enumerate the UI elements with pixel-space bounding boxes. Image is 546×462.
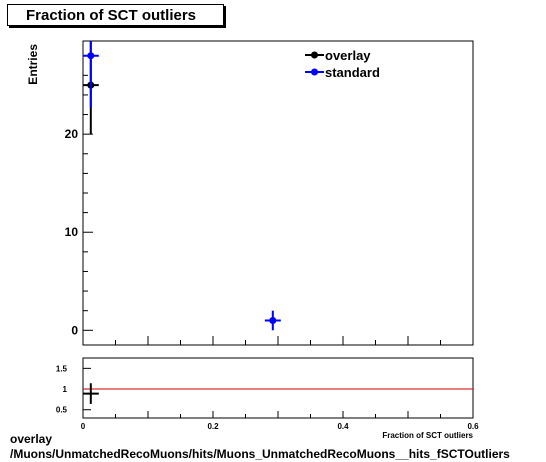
ratio-plot-frame	[82, 357, 474, 419]
x-axis-title: Fraction of SCT outliers	[382, 431, 473, 440]
legend-label-overlay: overlay	[325, 48, 371, 63]
standard-point	[269, 316, 277, 324]
ratio-y-tick-label: 1	[63, 385, 68, 394]
legend-marker-overlay	[311, 51, 318, 59]
chart-title: Fraction of SCT outliers	[26, 7, 197, 24]
footer-path: /Muons/UnmatchedRecoMuons/hits/Muons_Unm…	[10, 447, 510, 461]
ratio-y-tick-label: 0.5	[56, 406, 68, 415]
footer-label: overlay	[10, 432, 53, 446]
legend-label-standard: standard	[325, 65, 380, 80]
standard-point	[87, 52, 95, 60]
y-tick-label: 20	[65, 127, 79, 141]
ratio-x-tick-label: 0.2	[207, 422, 219, 431]
ratio-x-tick-label: 0	[81, 422, 86, 431]
y-tick-label: 10	[65, 225, 79, 239]
ratio-y-tick-label: 1.5	[56, 364, 68, 373]
legend-marker-standard	[311, 68, 318, 76]
ratio-x-tick-label: 0.6	[467, 422, 479, 431]
y-tick-label: 0	[71, 323, 78, 337]
chart-title-box: Fraction of SCT outliers	[7, 4, 224, 26]
main-plot-frame	[82, 40, 474, 346]
y-axis-title: Entries	[26, 44, 40, 85]
ratio-x-tick-label: 0.4	[337, 422, 349, 431]
